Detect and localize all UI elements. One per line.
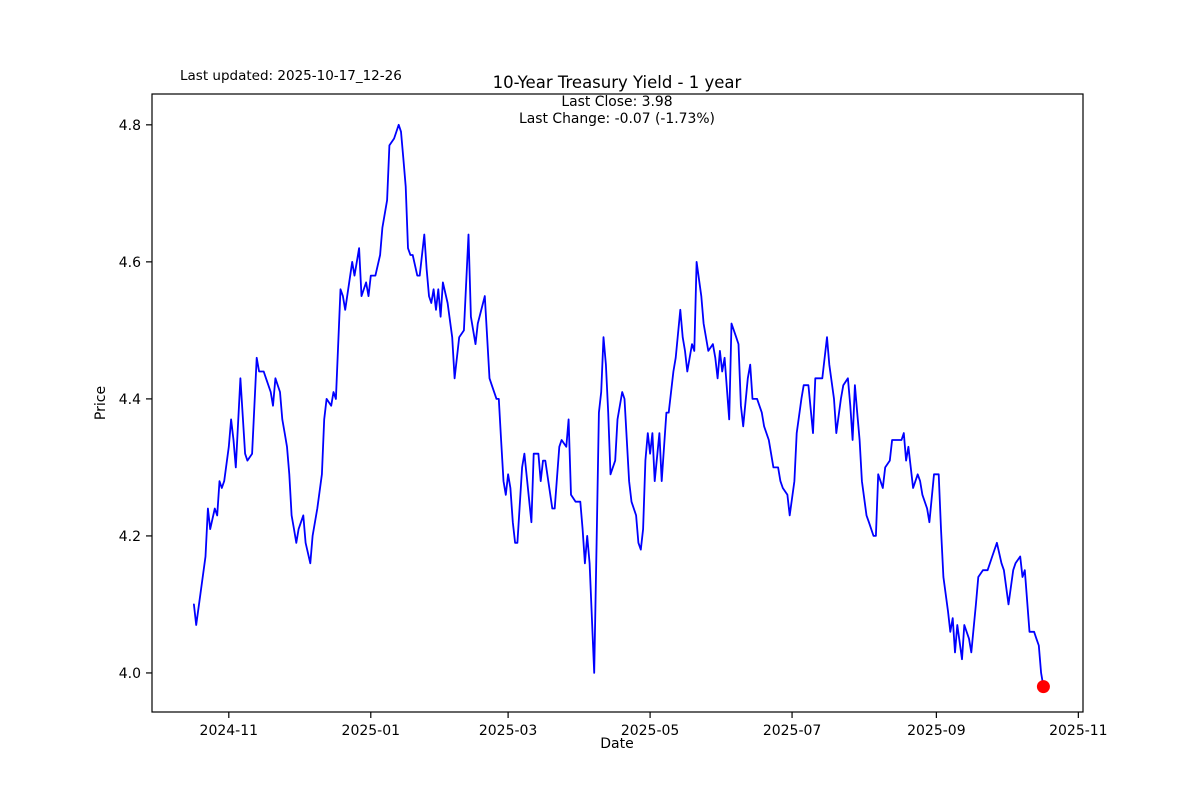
last-change-annotation: Last Change: -0.07 (-1.73%) bbox=[519, 111, 715, 127]
x-tick-label: 2025-09 bbox=[907, 723, 966, 739]
yield-series-line bbox=[192, 123, 1045, 688]
last-close-marker bbox=[1036, 680, 1050, 694]
x-tick-label: 2025-11 bbox=[1049, 723, 1108, 739]
y-axis-ticks: 4.0 4.2 4.4 4.6 4.8 bbox=[119, 118, 152, 682]
y-tick-label: 4.2 bbox=[119, 529, 141, 545]
x-axis-label: Date bbox=[600, 736, 633, 752]
x-tick-label: 2025-01 bbox=[342, 723, 401, 739]
chart-title: 10-Year Treasury Yield - 1 year bbox=[493, 73, 742, 92]
last-close-annotation: Last Close: 3.98 bbox=[561, 94, 672, 110]
x-tick-label: 2025-03 bbox=[479, 723, 538, 739]
y-tick-label: 4.8 bbox=[119, 118, 141, 134]
last-updated-text: Last updated: 2025-10-17_12-26 bbox=[180, 68, 402, 84]
y-tick-label: 4.6 bbox=[119, 255, 141, 271]
plot-area-frame bbox=[151, 93, 1084, 713]
x-axis-ticks: 2024-11 2025-01 2025-03 2025-05 2025-07 2025-… bbox=[200, 712, 1108, 739]
x-tick-label: 2025-07 bbox=[763, 723, 822, 739]
y-tick-label: 4.0 bbox=[119, 666, 141, 682]
x-tick-label: 2025-05 bbox=[621, 723, 680, 739]
y-tick-label: 4.4 bbox=[119, 392, 141, 408]
x-tick-label: 2024-11 bbox=[200, 723, 259, 739]
y-axis-label: Price bbox=[93, 386, 109, 420]
